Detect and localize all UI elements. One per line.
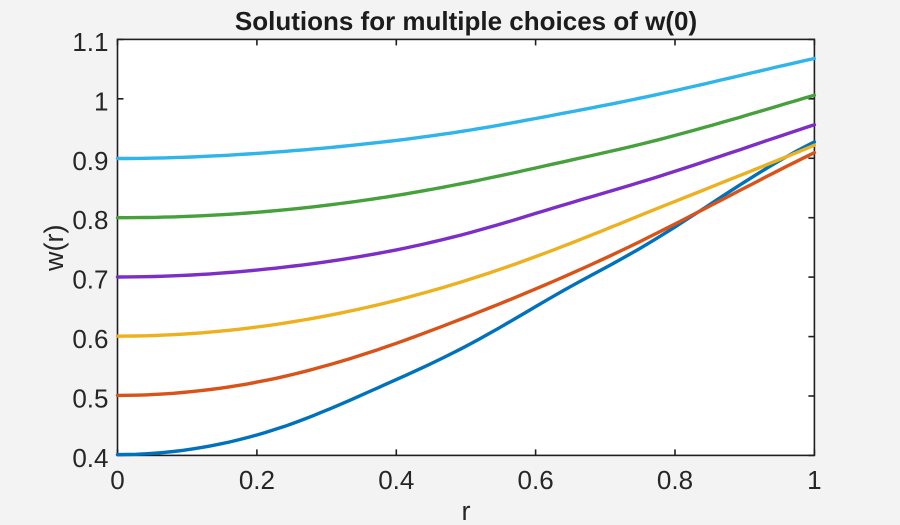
svg-text:0.4: 0.4 [378, 465, 414, 495]
svg-text:1.1: 1.1 [72, 27, 108, 57]
svg-text:0.8: 0.8 [657, 465, 693, 495]
svg-text:0.6: 0.6 [518, 465, 554, 495]
svg-text:1: 1 [94, 86, 108, 116]
svg-text:0: 0 [110, 465, 124, 495]
svg-text:0.6: 0.6 [72, 324, 108, 354]
svg-text:0.2: 0.2 [239, 465, 275, 495]
svg-text:r: r [462, 496, 471, 525]
svg-text:Solutions for multiple choices: Solutions for multiple choices of w(0) [235, 6, 697, 36]
svg-text:0.5: 0.5 [72, 384, 108, 414]
svg-text:0.4: 0.4 [72, 443, 108, 473]
svg-text:w(r): w(r) [39, 224, 69, 271]
svg-text:0.8: 0.8 [72, 205, 108, 235]
svg-text:0.7: 0.7 [72, 265, 108, 295]
svg-text:0.9: 0.9 [72, 146, 108, 176]
svg-text:1: 1 [807, 465, 821, 495]
